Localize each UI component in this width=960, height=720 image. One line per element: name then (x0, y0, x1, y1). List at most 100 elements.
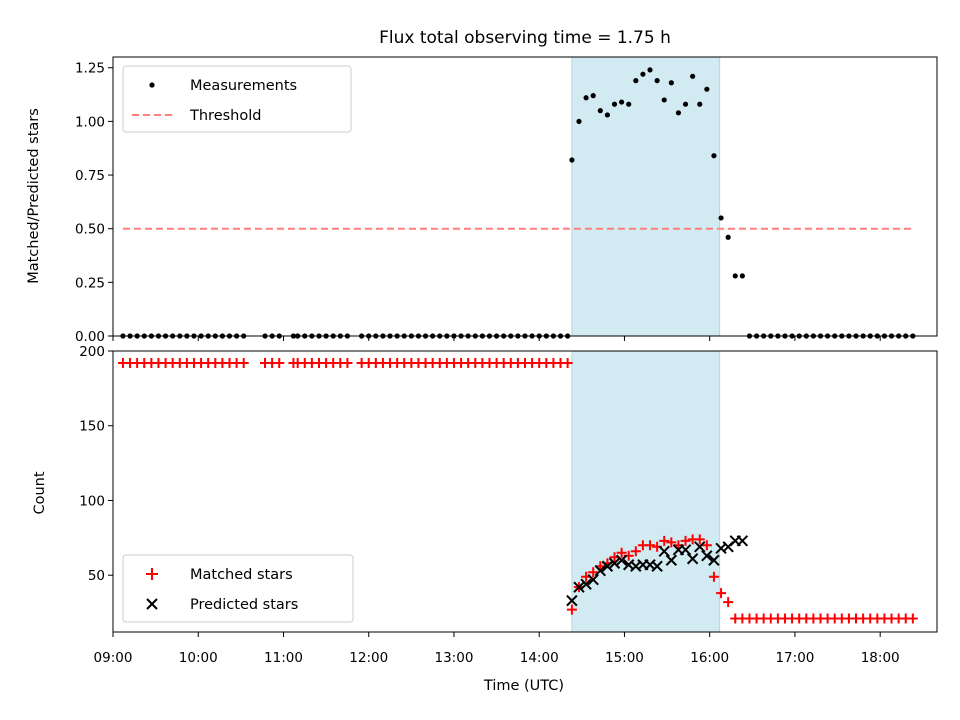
bottom-matched-stars-point (274, 357, 285, 368)
bottom-matched-stars-point (701, 540, 712, 551)
chart-title: Flux total observing time = 1.75 h (379, 28, 671, 48)
top-panel: 0.00 0.25 0.50 0.75 1.00 1.25 Measurements Thre… (75, 56, 938, 345)
top-measurements-point (725, 234, 731, 240)
bottom-matched-stars-point (708, 571, 719, 582)
top-measurements-point (654, 78, 660, 84)
x-axis-label: Time (UTC) (483, 678, 564, 694)
top-measurements-point (682, 101, 689, 107)
bottom-matched-stars-point (645, 540, 656, 551)
top-legend-box (122, 65, 352, 133)
bottom-legend-predicted-stars-label: Predicted stars (190, 597, 298, 613)
bottom-matched-stars-point (562, 357, 573, 368)
bottom-x-tick-label: 16:00 (690, 650, 729, 666)
top-measurements-point (626, 101, 632, 107)
bottom-matched-stars-point (342, 357, 353, 368)
top-y-tick-label: 1.00 (75, 114, 105, 130)
bottom-predicted-stars-point (694, 541, 706, 553)
bottom-legend-matched-stars-label: Matched stars (190, 567, 293, 583)
bottom-y-tick-label: 150 (79, 419, 105, 435)
top-measurements-point (732, 273, 738, 279)
top-measurements-point (640, 71, 646, 77)
bottom-x-tick-label: 12:00 (349, 650, 388, 666)
top-legend-measurements-label: Measurements (190, 78, 297, 94)
bottom-predicted-stars-point (580, 578, 592, 590)
top-y-axis-label: Matched/Predicted stars (26, 108, 42, 284)
top-y-tick-label: 0.25 (75, 275, 105, 291)
top-measurements-point (690, 73, 696, 79)
top-measurements-point (718, 215, 724, 221)
bottom-x-tick-label: 10:00 (179, 650, 218, 666)
top-measurements-point (661, 97, 667, 103)
top-measurements-point (711, 153, 717, 159)
top-highlight-span (571, 56, 721, 337)
bottom-matched-stars-point (238, 357, 249, 368)
bottom-predicted-stars-point (665, 554, 678, 566)
bottom-legend-box (122, 554, 354, 623)
bottom-axes-frame (112, 350, 938, 633)
top-measurements-point (611, 101, 618, 107)
bottom-predicted-stars-point (608, 557, 621, 569)
bottom-predicted-stars-point (594, 565, 607, 577)
bottom-predicted-stars-point (651, 560, 663, 572)
bottom-x-tick-label: 18:00 (861, 650, 900, 666)
bottom-matched-stars-point (694, 534, 705, 545)
bottom-matched-stars-point (630, 546, 641, 557)
top-measurements-point (697, 101, 703, 107)
bottom-predicted-stars-point (679, 544, 692, 556)
bottom-predicted-stars-point (686, 553, 699, 565)
top-measurements-point (619, 99, 625, 105)
bottom-legend-predicted-stars-marker (146, 598, 158, 610)
top-measurements-point (739, 273, 745, 279)
bottom-matched-stars-point (666, 537, 677, 548)
bottom-x-tick-label: 11:00 (264, 650, 303, 666)
bottom-y-tick-label: 100 (79, 493, 105, 509)
top-measurements-point (604, 112, 611, 118)
top-y-tick-label: 0.50 (75, 222, 105, 238)
top-measurements-point (704, 86, 710, 92)
bottom-matched-stars-point (588, 567, 599, 578)
bottom-predicted-stars-point (601, 560, 614, 572)
top-legend-threshold-label: Threshold (189, 108, 261, 124)
bottom-matched-stars-point (716, 588, 727, 599)
bottom-matched-stars-point (723, 597, 734, 608)
bottom-x-tick-label: 14:00 (520, 650, 559, 666)
top-measurements-point (569, 157, 575, 163)
bottom-predicted-stars-point (587, 573, 599, 586)
bottom-predicted-stars-point (736, 535, 749, 547)
bottom-highlight-span (571, 350, 721, 633)
top-measurements-point (668, 80, 674, 86)
bottom-predicted-stars-point (701, 550, 713, 562)
top-y-tick-label: 1.25 (75, 61, 105, 77)
bottom-legend-matched-stars-marker (146, 568, 158, 580)
bottom-matched-stars-point (616, 547, 627, 558)
top-measurements-point (647, 67, 653, 73)
top-measurements-point (597, 108, 603, 114)
top-y-tick-label: 0.00 (75, 329, 105, 345)
bottom-x-tick-label: 17:00 (775, 650, 814, 666)
bottom-predicted-stars-point (708, 554, 720, 566)
bottom-y-tick-label: 200 (79, 344, 105, 360)
bottom-predicted-stars-point (615, 554, 628, 566)
bottom-y-axis-label: Count (32, 471, 48, 514)
bottom-x-tick-label: 15:00 (605, 650, 644, 666)
bottom-matched-stars-point (680, 535, 691, 546)
top-axes-frame (112, 56, 938, 337)
top-legend-measurements-marker (149, 82, 155, 88)
top-measurements-point (633, 78, 639, 84)
top-measurements-point (576, 118, 582, 124)
bottom-matched-stars-point (659, 535, 670, 546)
top-measurements-point (583, 95, 589, 101)
top-measurements-point (590, 93, 596, 99)
top-y-tick-label: 0.75 (75, 168, 105, 184)
bottom-y-tick-label: 50 (88, 568, 105, 584)
bottom-x-tick-label: 09:00 (94, 650, 133, 666)
top-measurements-point (675, 110, 682, 116)
bottom-panel: 50 100 150 200 09:00 10:00 11:00 12:00 13:00 14:0… (79, 344, 938, 666)
bottom-matched-stars-point (566, 604, 577, 615)
bottom-predicted-stars-point (658, 545, 670, 557)
bottom-matched-stars-point (907, 613, 918, 624)
bottom-x-tick-label: 13:00 (435, 650, 474, 666)
bottom-predicted-stars-point (573, 581, 585, 593)
bottom-predicted-stars-point (566, 594, 578, 607)
